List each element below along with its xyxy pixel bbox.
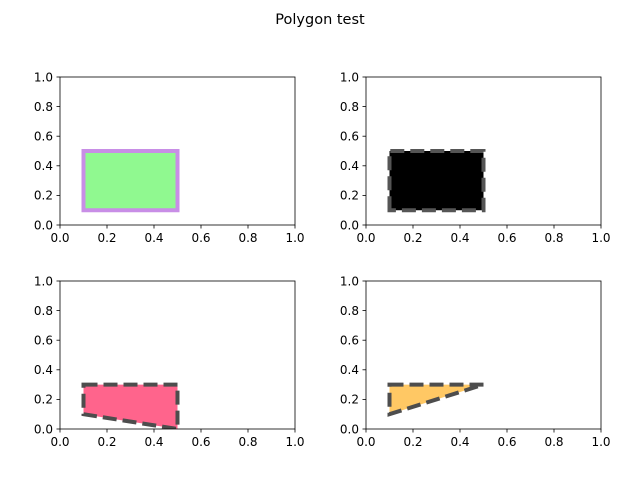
x-tick-label: 1.0 [285, 231, 304, 245]
y-tick-label: 0.4 [340, 159, 359, 173]
x-tick-label: 0.4 [144, 435, 163, 449]
x-tick-label: 0.2 [403, 435, 422, 449]
y-tick-label: 0.6 [34, 130, 53, 144]
y-tick-label: 1.0 [34, 70, 53, 84]
x-tick-label: 0.8 [238, 231, 257, 245]
y-tick-label: 1.0 [340, 70, 359, 84]
y-tick-label: 0.0 [34, 422, 53, 436]
x-tick-label: 0.0 [50, 435, 69, 449]
x-tick-label: 0.0 [356, 435, 375, 449]
x-tick-label: 0.8 [544, 435, 563, 449]
y-tick-label: 0.8 [34, 100, 53, 114]
y-tick-label: 0.4 [34, 159, 53, 173]
y-tick-label: 0.0 [340, 218, 359, 232]
polygon-patch [81, 382, 180, 429]
subplot-bottom-right: 0.0 0.2 0.4 0.6 0.8 1.0 0.0 0.2 0.4 0.6 0.8 1.0 [340, 274, 611, 449]
x-tick-label: 0.6 [191, 231, 210, 245]
y-tick-label: 0.2 [340, 189, 359, 203]
y-tick-label: 0.2 [340, 393, 359, 407]
x-tick-label: 0.0 [356, 231, 375, 245]
x-tick-label: 0.6 [191, 435, 210, 449]
subplot-grid: 0.0 0.2 0.4 0.6 0.8 1.00.00.20.40.60.81.00.0 0… [34, 70, 611, 449]
figure-title: Polygon test [275, 12, 365, 28]
y-tick-label: 1.0 [340, 274, 359, 288]
y-tick-label: 0.4 [340, 363, 359, 377]
x-tick-label: 1.0 [591, 435, 610, 449]
x-tick-label: 1.0 [285, 435, 304, 449]
y-tick-label: 1.0 [34, 274, 53, 288]
x-tick-label: 0.8 [238, 435, 257, 449]
y-tick-label: 0.6 [340, 334, 359, 348]
x-tick-label: 0.8 [544, 231, 563, 245]
y-tick-label: 0.8 [340, 100, 359, 114]
x-tick-label: 0.4 [450, 231, 469, 245]
subplot-top-right: 0.0 0.2 0.4 0.6 0.8 1.0 0.0 0.2 0.4 0.6 0.8 1.0 [340, 70, 611, 245]
x-tick-label: 0.0 [50, 231, 69, 245]
subplot-bottom-left: 0.0 0.2 0.4 0.6 0.8 1.0 0.0 0.2 0.4 0.6 0.8 1.0 [34, 274, 305, 449]
polygon-patch [387, 382, 485, 417]
x-tick-label: 0.6 [497, 231, 516, 245]
x-tick-label: 0.6 [497, 435, 516, 449]
axes-frame [365, 280, 602, 430]
polygon-patch [81, 149, 180, 213]
y-tick-label: 0.0 [34, 218, 53, 232]
x-tick-label: 0.2 [403, 231, 422, 245]
x-tick-label: 0.2 [97, 231, 116, 245]
y-tick-label: 0.2 [34, 189, 53, 203]
axes-frame [59, 280, 296, 430]
subplot-top-left: 0.0 0.2 0.4 0.6 0.8 1.0 0.0 0.2 0.4 0.6 0.8 1.0 [34, 70, 305, 245]
x-tick-label: 0.4 [144, 231, 163, 245]
y-tick-label: 0.2 [34, 393, 53, 407]
axes-frame [365, 76, 602, 226]
y-tick-label: 0.8 [340, 304, 359, 318]
x-tick-label: 0.4 [450, 435, 469, 449]
y-tick-label: 0.6 [340, 130, 359, 144]
x-tick-label: 1.0 [591, 231, 610, 245]
y-tick-label: 0.0 [340, 422, 359, 436]
axes-frame [59, 76, 296, 226]
y-tick-label: 0.6 [34, 334, 53, 348]
y-tick-label: 0.8 [34, 304, 53, 318]
y-tick-label: 0.4 [34, 363, 53, 377]
polygon-patch [387, 149, 486, 213]
x-tick-label: 0.2 [97, 435, 116, 449]
